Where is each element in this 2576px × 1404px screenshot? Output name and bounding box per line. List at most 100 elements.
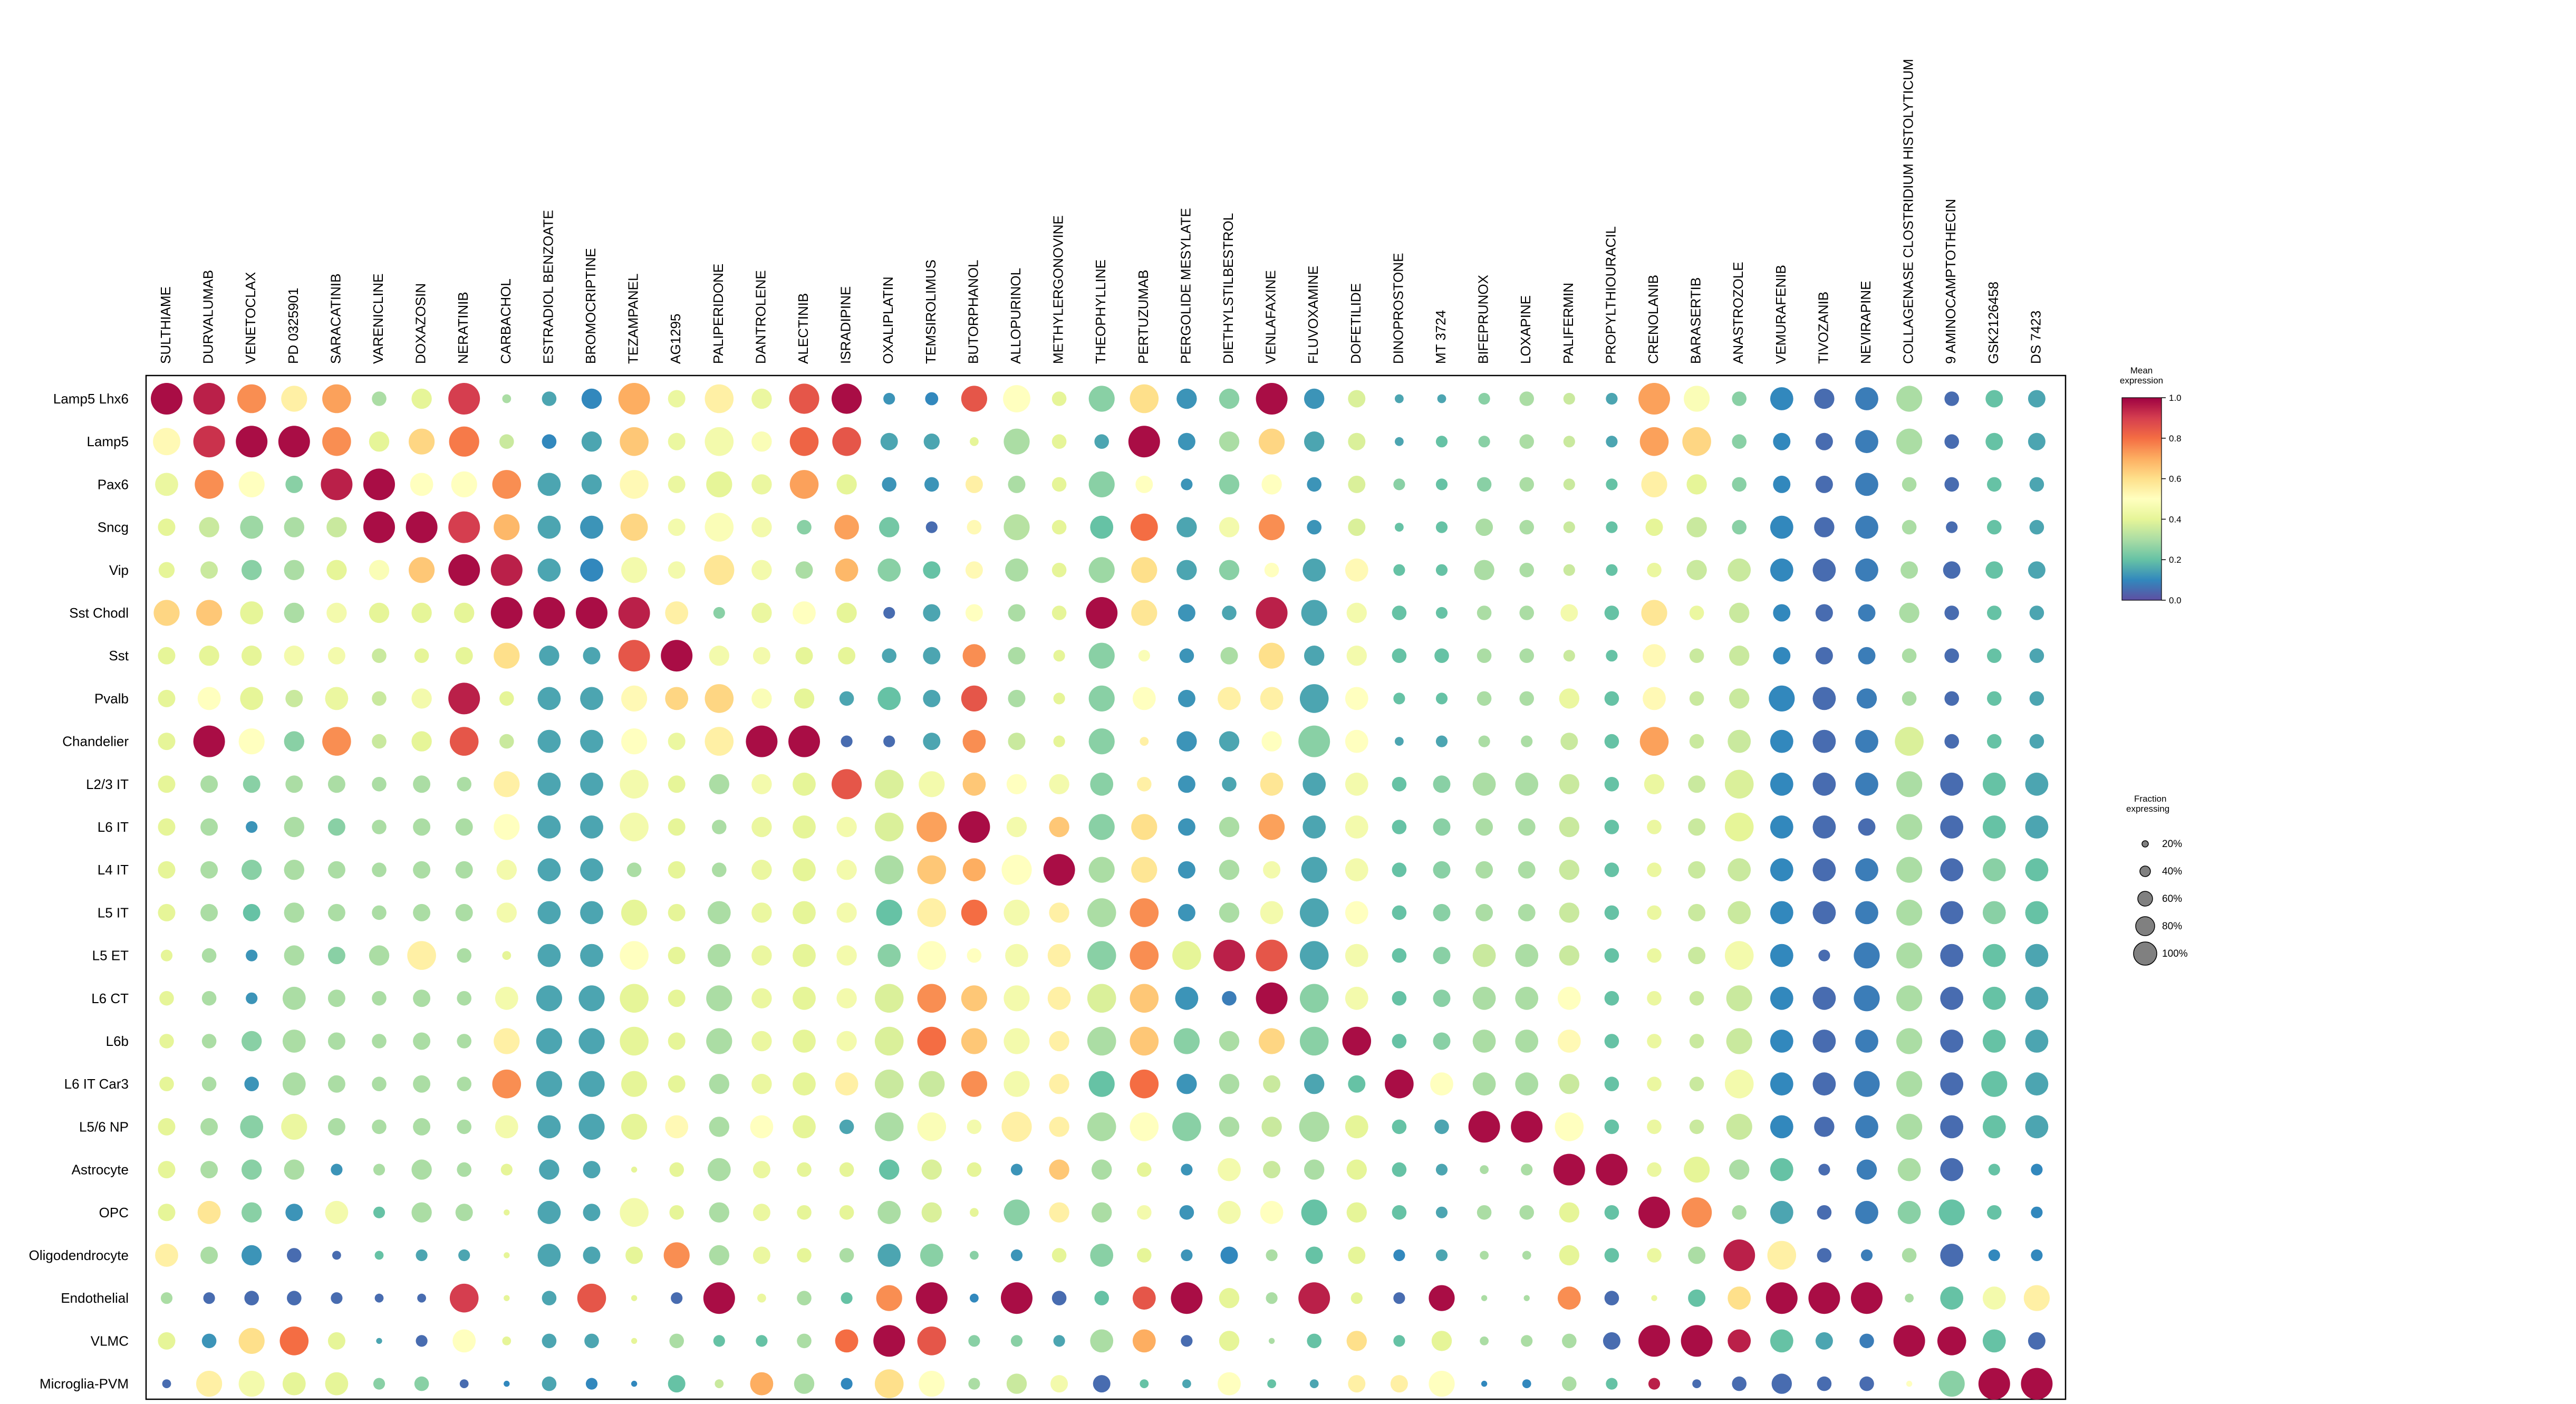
dot <box>1475 818 1493 836</box>
dot <box>1560 604 1578 622</box>
dot <box>197 687 221 710</box>
dot <box>668 432 686 450</box>
dot <box>372 905 387 920</box>
dot <box>1522 1379 1531 1389</box>
dot <box>1606 436 1618 448</box>
dot <box>1392 1162 1407 1177</box>
dot <box>1521 735 1533 747</box>
dot <box>285 475 303 493</box>
dot <box>196 1371 223 1397</box>
dot <box>1606 521 1618 533</box>
dot <box>372 1119 387 1134</box>
column-labels: SULTHIAME DURVALUMAB VENETOCLAX PD 0325901 S… <box>158 59 2043 364</box>
dot <box>1219 902 1240 923</box>
dot <box>874 1369 904 1398</box>
dot <box>200 818 218 836</box>
dot <box>1893 1325 1925 1357</box>
dot <box>153 600 180 626</box>
dot <box>1726 1028 1752 1054</box>
dot <box>542 1376 557 1391</box>
dot <box>455 1204 473 1222</box>
dot <box>533 597 565 629</box>
dot <box>1392 905 1407 920</box>
dot <box>836 816 857 838</box>
column-label: BARASERTIB <box>1688 277 1704 364</box>
dot <box>372 777 387 792</box>
dot <box>1094 1291 1109 1305</box>
dot <box>1256 383 1288 415</box>
dot <box>751 388 772 409</box>
dot <box>1647 1162 1662 1177</box>
dot <box>1004 428 1030 455</box>
dot <box>492 1069 522 1099</box>
row-label: Lamp5 Lhx6 <box>53 391 129 407</box>
dot <box>1088 386 1115 412</box>
dot <box>1392 991 1407 1006</box>
dot <box>238 1328 265 1354</box>
dot <box>1684 1157 1710 1183</box>
dot <box>1770 986 1793 1010</box>
dot <box>1896 771 1923 797</box>
dot <box>1304 1159 1325 1180</box>
dot <box>193 725 225 757</box>
dot <box>1732 520 1747 535</box>
dot <box>917 1326 947 1355</box>
column-label: CRENOLANIB <box>1645 275 1661 364</box>
dot <box>1477 691 1492 706</box>
dot <box>1090 772 1114 796</box>
dot <box>242 860 262 880</box>
dot <box>542 391 557 406</box>
dot <box>621 728 648 755</box>
dot <box>410 473 433 496</box>
dot <box>373 1378 385 1390</box>
dot <box>1855 772 1878 796</box>
dot <box>1263 1161 1281 1179</box>
dot <box>1392 1205 1407 1220</box>
dot <box>1855 558 1878 582</box>
dot <box>668 390 686 408</box>
dot <box>1137 1205 1152 1220</box>
column-label: OXALIPLATIN <box>880 276 896 364</box>
dot <box>1220 1246 1238 1264</box>
dot <box>1480 1336 1489 1345</box>
dot <box>1345 687 1368 710</box>
dot <box>1132 1329 1156 1353</box>
dot <box>1647 948 1662 963</box>
dot <box>1688 947 1706 965</box>
dot <box>1049 1074 1069 1094</box>
dot <box>490 554 523 586</box>
row-label: Endothelial <box>61 1290 129 1306</box>
dot <box>836 988 857 1009</box>
column-label: THEOPHYLLINE <box>1093 259 1108 364</box>
dot <box>1393 693 1405 705</box>
dot <box>1905 1293 1914 1303</box>
dot <box>285 1204 303 1222</box>
dot <box>1681 1325 1713 1357</box>
dot <box>542 1291 557 1305</box>
dot <box>1259 514 1285 541</box>
dot <box>1940 1115 1964 1139</box>
dot <box>923 733 941 751</box>
dot <box>707 1158 731 1181</box>
dot <box>1818 1163 1830 1176</box>
dot <box>751 774 772 795</box>
dot <box>1895 727 1924 756</box>
dot <box>578 1113 605 1140</box>
size-legend-title-line2: expressing <box>2126 804 2169 814</box>
dot <box>706 985 732 1012</box>
dot <box>1604 734 1619 749</box>
dot <box>967 1119 982 1134</box>
dot <box>1429 1371 1455 1397</box>
dot <box>751 560 772 581</box>
dot <box>2029 734 2044 749</box>
dot <box>159 1034 174 1049</box>
dot <box>1859 1376 1874 1391</box>
dot <box>879 1159 900 1180</box>
column-label: PALIFERMIN <box>1560 283 1576 364</box>
dot <box>1008 733 1026 751</box>
dot <box>839 1119 854 1134</box>
dot <box>1896 985 1923 1012</box>
dot <box>1944 605 1959 620</box>
dot <box>1348 1375 1366 1393</box>
dot <box>835 1329 858 1353</box>
